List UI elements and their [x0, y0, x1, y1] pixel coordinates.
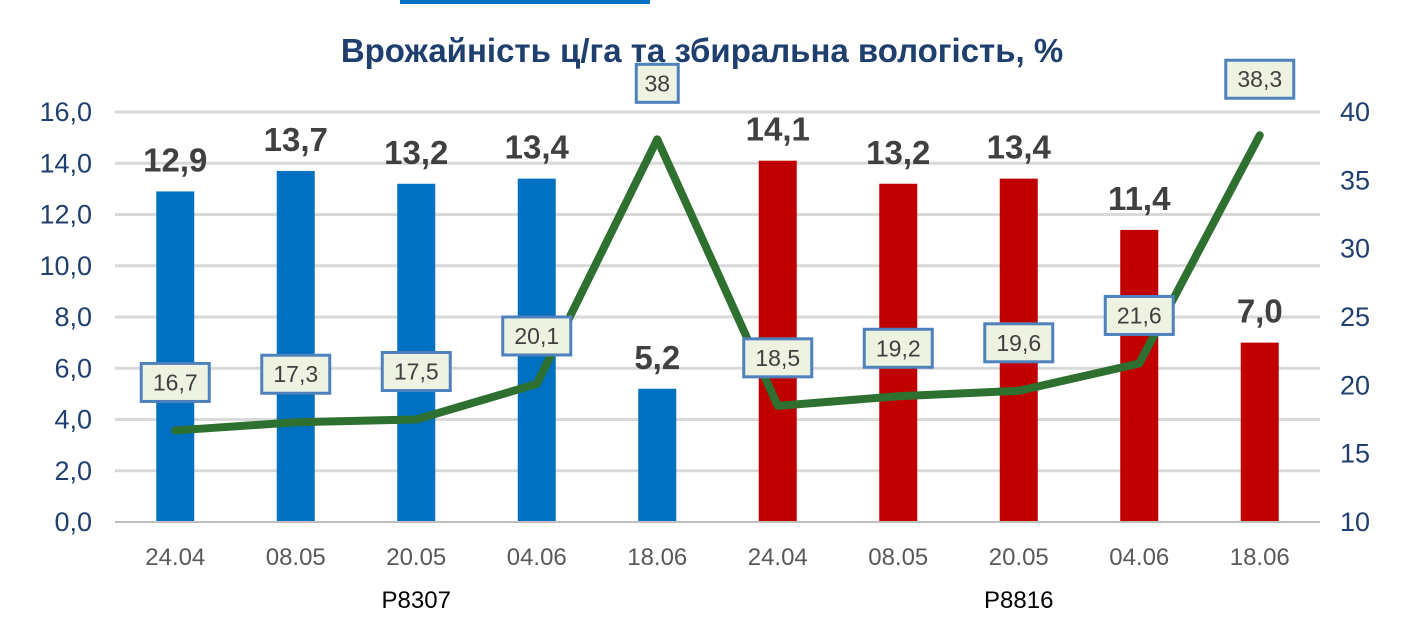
moisture-value-label: 17,3 [273, 361, 318, 387]
yield-bar-value-label: 7,0 [1237, 293, 1283, 330]
yield-bar-value-label: 13,2 [384, 134, 448, 171]
moisture-line-series [171, 131, 1264, 435]
yield-bar-value-label: 11,4 [1108, 180, 1171, 217]
moisture-line [171, 131, 1264, 435]
x-axis-tick-label: 18.06 [1230, 544, 1290, 571]
moisture-label-box [501, 315, 573, 357]
left-axis-tick-label: 0,0 [54, 507, 92, 537]
moisture-label-box [634, 62, 680, 104]
moisture-label-box [380, 351, 452, 392]
yield-bar-value-label: 13,4 [987, 129, 1052, 166]
yield-bar-value-label: 13,7 [264, 121, 328, 158]
right-axis-tick-label: 10 [1340, 507, 1370, 537]
axes: 0,0 2,0 4,0 6,0 8,0 10,0 12,0 14,0 16,0 10 15 20 25 3… [39, 97, 1370, 614]
moisture-value-label: 20,1 [514, 323, 559, 349]
left-axis-tick-label: 12,0 [39, 200, 92, 230]
x-axis-tick-label: 24.04 [748, 544, 808, 571]
right-axis-tick-label: 30 [1340, 234, 1370, 264]
x-axis-tick-label: 04.06 [1109, 544, 1169, 571]
yield-bar-value-label: 14,1 [746, 111, 810, 148]
left-axis-tick-label: 2,0 [54, 456, 92, 486]
yield-bar-value-label: 5,2 [634, 339, 680, 376]
right-axis-tick-label: 25 [1340, 302, 1370, 332]
moisture-label-box [1103, 294, 1175, 336]
moisture-label-box [742, 337, 814, 379]
right-axis-tick-label: 35 [1340, 165, 1370, 195]
moisture-value-label: 38,3 [1237, 66, 1282, 92]
chart-title: Врожайність ц/га та збиральна вологість,… [341, 32, 1063, 69]
moisture-label-box [862, 327, 934, 369]
moisture-label-box [1224, 58, 1296, 100]
left-axis-tick-label: 16,0 [39, 97, 92, 127]
x-axis-tick-label: 18.06 [627, 544, 687, 571]
yield-bar [638, 388, 677, 522]
cropped-top-decoration [400, 0, 650, 4]
right-axis-tick-label: 20 [1340, 370, 1370, 400]
yield-bar-value-label: 13,4 [505, 129, 570, 166]
left-axis-tick-label: 10,0 [39, 251, 92, 281]
x-axis-tick-label: 24.04 [145, 544, 205, 571]
data-labels: 12,9 13,7 13,2 13,4 5,2 14,1 13,2 13,4 11,4 7,0 16… [139, 58, 1296, 403]
moisture-value-label: 17,5 [394, 359, 439, 385]
moisture-value-label: 21,6 [1117, 302, 1162, 328]
moisture-value-label: 19,6 [996, 330, 1041, 356]
yield-bar-value-label: 12,9 [143, 141, 207, 178]
right-axis-tick-label: 15 [1340, 439, 1370, 469]
right-axis-tick-label: 40 [1340, 97, 1370, 127]
x-axis-tick-label: 04.06 [507, 544, 567, 571]
left-axis-tick-label: 4,0 [54, 405, 92, 435]
left-axis-tick-label: 14,0 [39, 148, 92, 178]
x-axis-tick-label: 20.05 [989, 544, 1049, 571]
yield-bar-value-label: 13,2 [866, 134, 930, 171]
x-axis-group-label: P8307 [382, 587, 451, 614]
moisture-label-box [139, 361, 211, 403]
yield-bar [1240, 342, 1279, 522]
yield-bar [276, 170, 315, 522]
yield-bar [156, 191, 195, 522]
x-axis-tick-label: 08.05 [868, 544, 928, 571]
left-axis-tick-label: 8,0 [54, 302, 92, 332]
moisture-value-label: 18,5 [755, 345, 800, 371]
x-axis-tick-label: 08.05 [266, 544, 326, 571]
x-axis-tick-label: 20.05 [386, 544, 446, 571]
x-axis-group-label: P8816 [984, 587, 1053, 614]
moisture-label-box [983, 322, 1055, 364]
moisture-value-label: 16,7 [153, 369, 198, 395]
yield-bar [1120, 229, 1159, 522]
left-axis-tick-label: 6,0 [54, 353, 92, 383]
moisture-value-label: 38 [644, 70, 670, 96]
moisture-label-box [260, 353, 332, 395]
moisture-value-label: 19,2 [876, 335, 921, 361]
